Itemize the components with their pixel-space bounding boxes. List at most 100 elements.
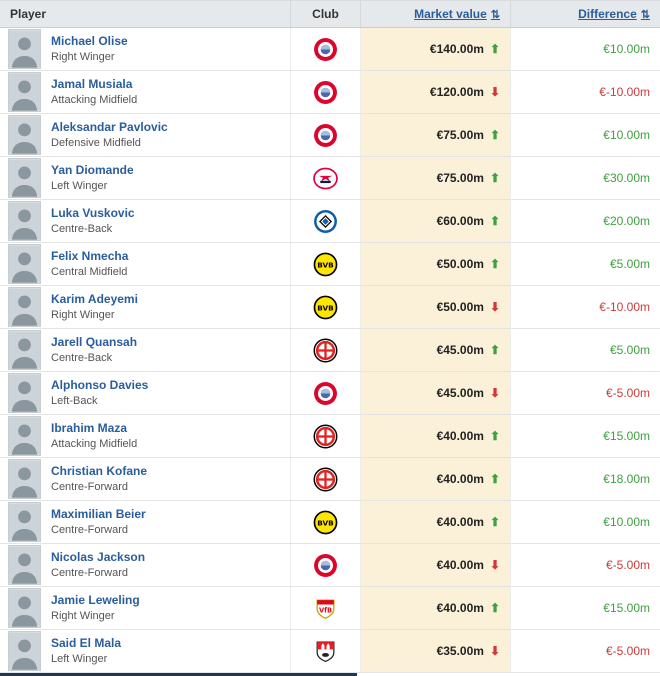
- market-value: €35.00m: [436, 644, 484, 658]
- player-cell: Alphonso Davies Left-Back: [0, 372, 290, 414]
- player-name-link[interactable]: Jamie Leweling: [51, 592, 140, 607]
- player-photo[interactable]: [8, 631, 41, 671]
- market-value-cell: €35.00m ⬇: [360, 630, 510, 672]
- difference-cell: €5.00m: [510, 243, 660, 285]
- player-photo[interactable]: [8, 545, 41, 585]
- difference-value: €30.00m: [603, 171, 650, 185]
- player-name-link[interactable]: Luka Vuskovic: [51, 205, 135, 220]
- difference-value: €20.00m: [603, 214, 650, 228]
- player-silhouette-icon: [9, 589, 40, 627]
- trend-down-icon: ⬇: [489, 386, 500, 400]
- player-silhouette-icon: [9, 331, 40, 369]
- player-photo[interactable]: [8, 502, 41, 542]
- player-name-link[interactable]: Felix Nmecha: [51, 248, 129, 263]
- trend-up-icon: ⬆: [489, 128, 500, 142]
- borussia-dortmund-logo[interactable]: BVB: [313, 510, 338, 535]
- bayer-leverkusen-logo[interactable]: [313, 467, 338, 492]
- player-photo[interactable]: [8, 29, 41, 69]
- bayer-leverkusen-logo[interactable]: [313, 424, 338, 449]
- club-cell: [290, 372, 360, 414]
- header-market-value-label: Market value: [414, 7, 487, 21]
- player-position: Left-Back: [51, 395, 98, 408]
- sort-arrows-icon: ⇅: [490, 8, 500, 21]
- player-photo[interactable]: [8, 416, 41, 456]
- player-position: Attacking Midfield: [51, 94, 138, 107]
- table-row: Christian Kofane Centre-Forward €40.00m …: [0, 458, 660, 501]
- club-cell: [290, 28, 360, 70]
- club-cell: BVB: [290, 501, 360, 543]
- player-cell: Michael Olise Right Winger: [0, 28, 290, 70]
- table-row: Felix Nmecha Central Midfield BVB €50.00…: [0, 243, 660, 286]
- difference-value: €-5.00m: [605, 644, 650, 658]
- player-name-link[interactable]: Michael Olise: [51, 33, 128, 48]
- fc-koln-logo[interactable]: [313, 639, 338, 664]
- difference-cell: €-5.00m: [510, 372, 660, 414]
- table-row: Michael Olise Right Winger €140.00m ⬆ €1…: [0, 28, 660, 71]
- player-cell: Said El Mala Left Winger: [0, 630, 290, 672]
- hamburger-sv-logo[interactable]: [313, 209, 338, 234]
- player-position: Central Midfield: [51, 266, 128, 279]
- player-photo[interactable]: [8, 72, 41, 112]
- difference-value: €-10.00m: [599, 85, 650, 99]
- player-silhouette-icon: [9, 30, 40, 68]
- header-player: Player: [0, 1, 290, 27]
- player-photo[interactable]: [8, 287, 41, 327]
- bayern-munich-logo[interactable]: [313, 80, 338, 105]
- header-club: Club: [290, 1, 360, 27]
- player-position: Centre-Back: [51, 223, 113, 236]
- borussia-dortmund-logo[interactable]: BVB: [313, 295, 338, 320]
- player-name-link[interactable]: Jamal Musiala: [51, 76, 133, 91]
- market-value: €45.00m: [436, 343, 484, 357]
- bayer-leverkusen-logo[interactable]: [313, 338, 338, 363]
- player-silhouette-icon: [9, 632, 40, 670]
- table-header: Player Club Market value ⇅ Difference ⇅: [0, 1, 660, 28]
- player-name-link[interactable]: Karim Adeyemi: [51, 291, 138, 306]
- player-name-link[interactable]: Aleksandar Pavlovic: [51, 119, 168, 134]
- vfb-stuttgart-logo[interactable]: VfB: [313, 596, 338, 621]
- header-difference-sort-link[interactable]: Difference ⇅: [578, 7, 650, 21]
- player-name-link[interactable]: Yan Diomande: [51, 162, 134, 177]
- player-name-link[interactable]: Jarell Quansah: [51, 334, 138, 349]
- player-photo[interactable]: [8, 373, 41, 413]
- rb-leipzig-logo[interactable]: [313, 166, 338, 191]
- market-value-cell: €40.00m ⬆: [360, 458, 510, 500]
- bayern-munich-logo[interactable]: [313, 37, 338, 62]
- player-photo[interactable]: [8, 459, 41, 499]
- difference-value: €-5.00m: [605, 386, 650, 400]
- player-position: Right Winger: [51, 610, 115, 623]
- player-photo[interactable]: [8, 244, 41, 284]
- difference-cell: €20.00m: [510, 200, 660, 242]
- player-info: Alphonso Davies Left-Back: [51, 377, 149, 408]
- difference-value: €10.00m: [603, 515, 650, 529]
- trend-up-icon: ⬆: [489, 214, 500, 228]
- player-name-link[interactable]: Alphonso Davies: [51, 377, 149, 392]
- player-name-link[interactable]: Maximilian Beier: [51, 506, 146, 521]
- player-photo[interactable]: [8, 201, 41, 241]
- table-row: Karim Adeyemi Right Winger BVB €50.00m ⬇…: [0, 286, 660, 329]
- difference-value: €-10.00m: [599, 300, 650, 314]
- player-silhouette-icon: [9, 417, 40, 455]
- bayern-munich-logo[interactable]: [313, 123, 338, 148]
- header-market-value-sort-link[interactable]: Market value ⇅: [414, 7, 500, 21]
- player-cell: Jamal Musiala Attacking Midfield: [0, 71, 290, 113]
- player-name-link[interactable]: Said El Mala: [51, 635, 122, 650]
- player-position: Left Winger: [51, 180, 108, 193]
- player-name-link[interactable]: Nicolas Jackson: [51, 549, 146, 564]
- header-player-label: Player: [10, 7, 47, 21]
- borussia-dortmund-logo[interactable]: BVB: [313, 252, 338, 277]
- difference-value: €5.00m: [609, 257, 650, 271]
- trend-up-icon: ⬆: [489, 171, 500, 185]
- difference-cell: €5.00m: [510, 329, 660, 371]
- player-name-link[interactable]: Ibrahim Maza: [51, 420, 128, 435]
- club-cell: VfB: [290, 587, 360, 629]
- bayern-munich-logo[interactable]: [313, 381, 338, 406]
- player-name-link[interactable]: Christian Kofane: [51, 463, 148, 478]
- player-info: Christian Kofane Centre-Forward: [51, 463, 148, 493]
- player-photo[interactable]: [8, 115, 41, 155]
- table-row: Alphonso Davies Left-Back €45.00m ⬇ €-5.…: [0, 372, 660, 415]
- player-photo[interactable]: [8, 158, 41, 198]
- player-photo[interactable]: [8, 588, 41, 628]
- club-cell: [290, 544, 360, 586]
- bayern-munich-logo[interactable]: [313, 553, 338, 578]
- player-photo[interactable]: [8, 330, 41, 370]
